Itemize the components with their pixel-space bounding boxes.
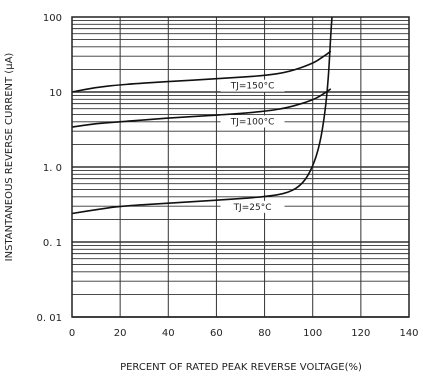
series-label: TJ=150°C	[230, 82, 275, 92]
series-label: TJ=25°C	[233, 203, 272, 213]
x-axis-label: PERCENT OF RATED PEAK REVERSE VOLTAGE(%)	[120, 362, 362, 373]
y-tick-labels: 0. 01 0. 1 1. 0 10 100	[37, 13, 62, 324]
plot-frame	[71, 16, 410, 318]
y-tick-label: 0. 1	[43, 238, 62, 249]
y-tick-label: 0. 01	[37, 313, 62, 324]
x-tick-label: 80	[258, 328, 271, 339]
series-line	[71, 16, 333, 215]
y-tick-label: 100	[43, 13, 62, 24]
x-tick-label: 120	[351, 328, 370, 339]
y-tick-label: 10	[49, 88, 62, 99]
series-line	[71, 50, 332, 93]
y-tick-label: 1. 0	[43, 163, 62, 174]
x-tick-label: 20	[114, 328, 127, 339]
y-axis-label: INSTANTANEOUS REVERSE CURRENT (μA)	[4, 53, 15, 262]
series-label-bg	[220, 79, 285, 92]
x-tick-label: 60	[210, 328, 223, 339]
plot-border	[71, 16, 410, 318]
x-tick-label: 140	[399, 328, 418, 339]
x-tick-label: 0	[69, 328, 75, 339]
x-tick-label: 100	[303, 328, 322, 339]
x-tick-label: 40	[162, 328, 175, 339]
series-label: TJ=100°C	[230, 117, 275, 127]
series-label-bg	[220, 115, 285, 128]
series-labels: TJ=150°C TJ=100°C TJ=25°C	[220, 79, 285, 213]
grid	[71, 17, 410, 318]
x-tick-labels: 0 20 40 60 80 100 120 140	[69, 328, 419, 339]
series-line	[71, 88, 332, 128]
series-label-bg	[220, 200, 285, 213]
series-layer	[71, 16, 333, 215]
